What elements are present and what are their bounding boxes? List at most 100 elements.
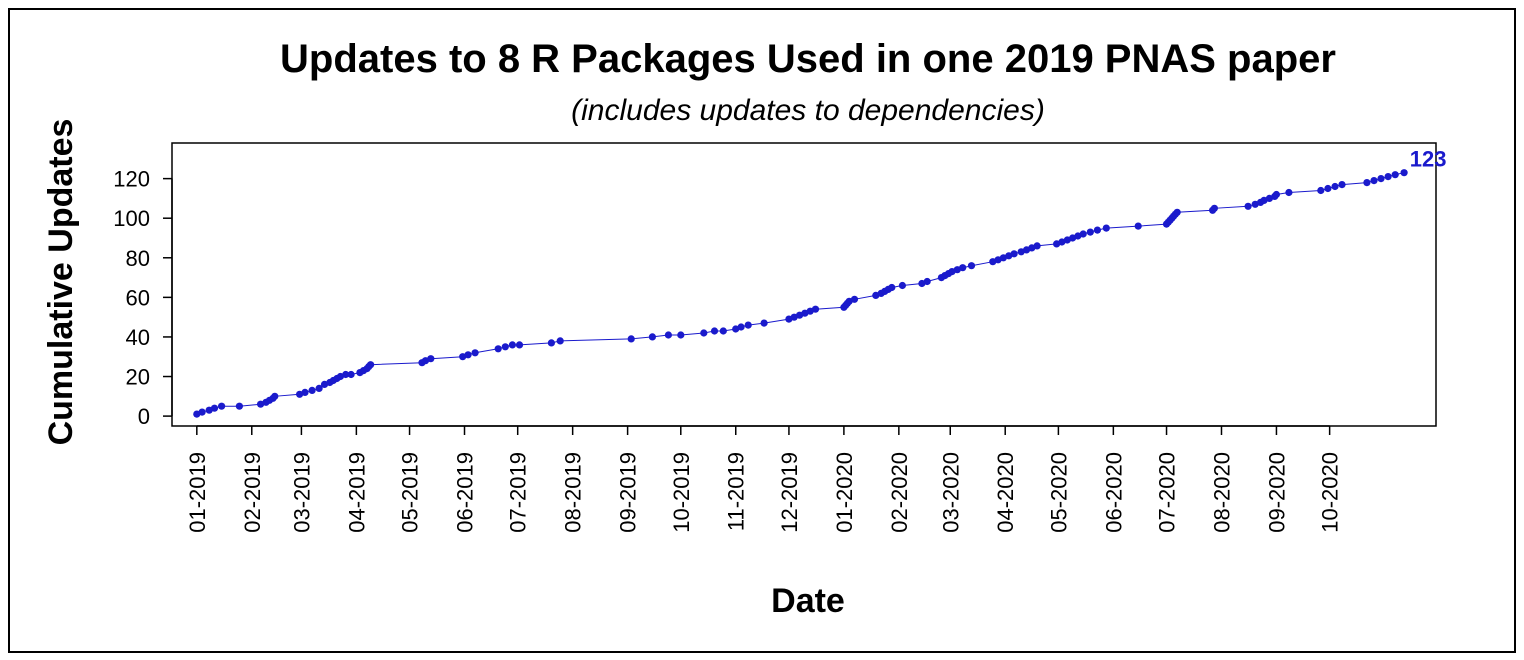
x-tick-label: 08-2020 — [1209, 452, 1234, 533]
x-axis-label: Date — [771, 582, 845, 620]
plot-area — [171, 142, 1437, 427]
chart-title: Updates to 8 R Packages Used in one 2019… — [280, 37, 1336, 81]
cumulative-line — [196, 172, 1405, 415]
data-point — [198, 408, 206, 416]
data-point — [1033, 242, 1041, 250]
data-point — [1086, 228, 1094, 236]
data-point — [296, 390, 304, 398]
x-tick-label: 12-2019 — [777, 452, 802, 533]
data-point — [556, 337, 564, 345]
data-point — [1210, 204, 1218, 212]
x-tick-label: 09-2019 — [616, 452, 641, 533]
data-point — [737, 323, 745, 331]
data-point — [760, 319, 768, 327]
data-point — [898, 281, 907, 290]
series-line — [196, 172, 1405, 415]
data-point — [1244, 202, 1252, 210]
data-point — [471, 349, 479, 357]
data-point — [315, 384, 323, 392]
x-tick-label: 03-2020 — [938, 452, 963, 533]
x-tick-label: 02-2020 — [887, 452, 912, 533]
data-point — [1272, 190, 1280, 199]
chart-subtitle: (includes updates to dependencies) — [571, 94, 1045, 127]
data-point — [888, 283, 896, 292]
x-tick-label: 07-2019 — [506, 452, 531, 533]
data-point — [677, 331, 685, 339]
data-point — [1377, 175, 1385, 183]
data-point — [719, 327, 727, 335]
data-point — [1260, 196, 1268, 204]
x-tick-label: 10-2020 — [1318, 452, 1343, 533]
data-point — [301, 388, 309, 396]
data-point — [967, 262, 976, 270]
y-axis: 0 20 40 60 80 100 120 — [113, 167, 173, 429]
data-point — [257, 400, 265, 408]
x-tick-label: 01-2019 — [185, 452, 210, 533]
x-tick-label: 10-2019 — [669, 452, 694, 533]
y-tick-label: 0 — [138, 404, 150, 429]
data-point — [1285, 188, 1293, 197]
data-point — [1324, 184, 1332, 193]
data-point — [1173, 208, 1181, 216]
x-tick-label: 02-2019 — [240, 452, 265, 533]
x-axis: 01-2019 02-2019 03-2019 04-2019 05-2019 06-20… — [185, 425, 1343, 533]
data-point — [923, 277, 931, 286]
data-point — [959, 264, 967, 272]
data-point — [700, 329, 708, 337]
y-tick-label: 80 — [126, 246, 150, 271]
data-point — [1093, 226, 1101, 234]
data-point — [850, 295, 859, 303]
data-point — [953, 266, 961, 274]
data-point — [1317, 186, 1325, 195]
x-tick-label: 03-2019 — [289, 452, 314, 533]
x-tick-label: 04-2019 — [344, 452, 369, 533]
data-point — [1010, 250, 1018, 258]
data-point — [308, 386, 316, 394]
x-tick-label: 07-2020 — [1155, 452, 1180, 533]
data-point — [811, 305, 820, 313]
x-tick-label: 11-2019 — [724, 452, 749, 531]
x-tick-label: 01-2020 — [832, 452, 857, 533]
data-point — [501, 343, 509, 351]
data-point — [367, 361, 375, 369]
data-point — [459, 353, 467, 361]
y-tick-label: 60 — [126, 285, 150, 310]
data-point — [710, 327, 719, 335]
data-point — [235, 402, 243, 410]
data-point — [732, 325, 740, 333]
data-point — [494, 345, 502, 353]
data-point — [627, 335, 635, 343]
x-tick-label: 05-2019 — [398, 452, 423, 533]
data-point — [1370, 177, 1378, 185]
data-point — [218, 402, 226, 410]
data-point — [342, 370, 350, 379]
data-point — [1338, 181, 1346, 189]
y-tick-label: 120 — [113, 167, 150, 192]
y-tick-label: 40 — [126, 325, 150, 350]
data-point — [1331, 182, 1339, 191]
data-point — [1102, 224, 1110, 232]
data-point — [648, 333, 657, 341]
data-points — [193, 169, 1408, 418]
data-point — [1134, 222, 1142, 230]
data-point — [271, 392, 279, 400]
data-point — [427, 355, 435, 363]
data-point — [1079, 230, 1087, 238]
data-point — [744, 321, 752, 329]
end-value-annotation: 123 — [1410, 147, 1447, 172]
x-tick-label: 05-2020 — [1046, 452, 1071, 533]
data-point — [347, 370, 355, 379]
data-point — [790, 313, 798, 321]
data-point — [1384, 173, 1392, 181]
data-point — [210, 404, 219, 412]
data-point — [1058, 238, 1066, 246]
data-point — [508, 341, 516, 349]
y-tick-label: 20 — [126, 365, 150, 390]
figure-border — [8, 8, 1516, 653]
data-point — [515, 341, 524, 349]
x-tick-label: 06-2020 — [1101, 452, 1126, 533]
data-point — [1391, 171, 1399, 179]
x-tick-label: 06-2019 — [453, 452, 478, 533]
